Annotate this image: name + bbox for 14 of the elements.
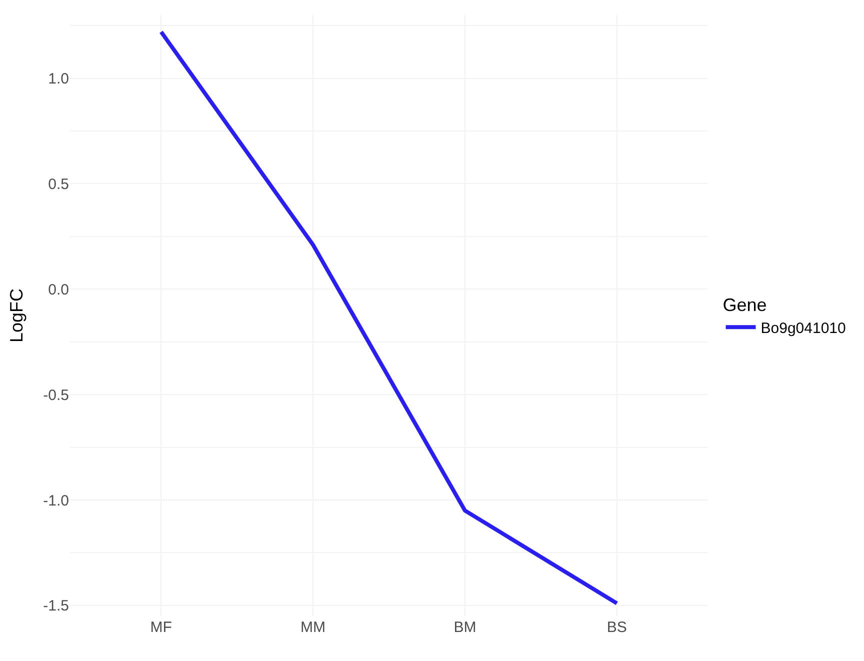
legend-title: Gene bbox=[722, 294, 767, 315]
x-tick-label: MM bbox=[300, 619, 326, 636]
y-tick-label: -1.5 bbox=[43, 598, 69, 615]
legend-label: Bo9g041010 bbox=[760, 320, 846, 337]
x-tick-label: BM bbox=[454, 619, 476, 636]
line-series bbox=[159, 30, 619, 606]
y-axis-title: LogFC bbox=[6, 288, 26, 343]
x-tick-label: MF bbox=[150, 619, 172, 636]
y-tick-label: 1.0 bbox=[48, 70, 69, 88]
x-tick-label: BS bbox=[606, 619, 627, 636]
y-tick-label: 0.0 bbox=[48, 281, 69, 298]
y-tick-label: -0.5 bbox=[43, 386, 69, 404]
y-tick-label: 0.5 bbox=[48, 176, 69, 193]
y-tick-label: -1.0 bbox=[43, 492, 69, 510]
